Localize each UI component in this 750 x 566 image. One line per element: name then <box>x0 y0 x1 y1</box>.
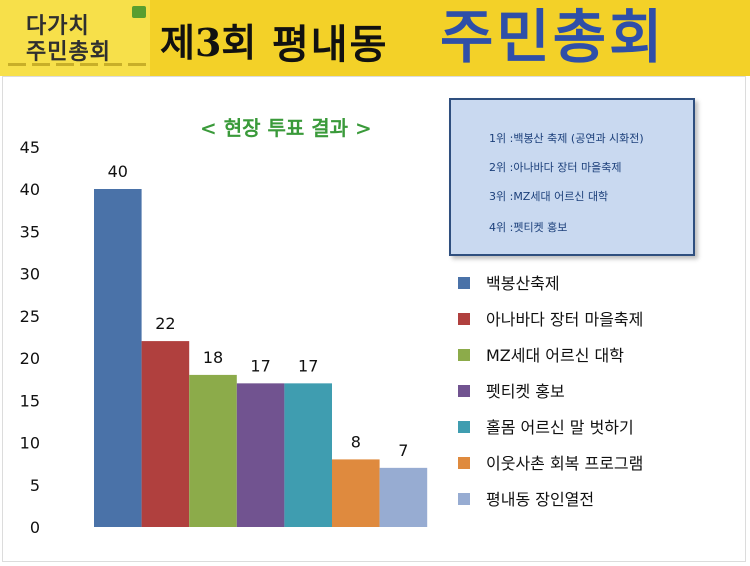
logo-decoration <box>8 63 146 66</box>
legend-swatch <box>458 385 470 397</box>
y-tick-label: 25 <box>20 307 40 326</box>
rank-item-3: 3위 :MZ세대 어르신 대학 <box>489 190 609 203</box>
rank-item-1: 1위 :백봉산 축제 (공연과 시화전) <box>489 132 644 145</box>
legend-swatch <box>458 313 470 325</box>
bar <box>141 341 190 527</box>
data-label: 17 <box>250 356 270 375</box>
legend-label: 평내동 장인열전 <box>486 490 594 509</box>
header-banner: 다가치 주민총회 제3회 평내동 주민총회 <box>0 0 750 76</box>
legend-label: 아나바다 장터 마을축제 <box>486 310 643 329</box>
legend-swatch <box>458 349 470 361</box>
y-tick-label: 35 <box>20 222 40 241</box>
data-label: 7 <box>398 441 408 460</box>
bar <box>332 459 380 527</box>
logo-mark-icon <box>132 6 146 18</box>
title-main: 주민총회 <box>440 3 666 71</box>
y-tick-label: 5 <box>30 476 40 495</box>
legend-label: 백봉산축제 <box>486 274 560 293</box>
y-tick-label: 10 <box>20 434 40 453</box>
logo-text-line2: 주민총회 <box>26 40 111 65</box>
data-label: 8 <box>351 432 361 451</box>
bar <box>94 189 142 527</box>
y-tick-label: 30 <box>20 265 40 284</box>
legend-swatch <box>458 457 470 469</box>
legend-swatch <box>458 421 470 433</box>
title-place: 평내동 <box>272 22 389 68</box>
data-label: 17 <box>298 356 318 375</box>
legend-swatch <box>458 277 470 289</box>
data-label: 40 <box>108 162 128 181</box>
logo-text-line1: 다가치 <box>26 14 90 39</box>
legend-label: 홀몸 어르신 말 벗하기 <box>486 418 634 437</box>
y-tick-label: 45 <box>20 138 40 157</box>
slide-border <box>2 76 746 562</box>
rank-item-2: 2위 :아나바다 장터 마을축제 <box>489 161 622 174</box>
y-tick-label: 0 <box>30 518 40 537</box>
legend-swatch <box>458 493 470 505</box>
bar <box>379 467 428 527</box>
data-label: 22 <box>155 314 175 333</box>
y-tick-label: 40 <box>20 180 40 199</box>
y-tick-label: 15 <box>20 391 40 410</box>
title-number: 제3회 <box>160 20 257 65</box>
bar <box>189 374 237 527</box>
logo: 다가치 주민총회 <box>0 0 150 76</box>
bar <box>236 383 285 527</box>
ranking-box: 1위 :백봉산 축제 (공연과 시화전) 2위 :아나바다 장터 마을축제 3위… <box>449 98 695 256</box>
data-label: 18 <box>203 348 223 367</box>
rank-item-4: 4위 :펫티켓 홍보 <box>489 221 568 234</box>
chart-title: < 현장 투표 결과 > <box>200 116 372 140</box>
y-tick-label: 20 <box>20 349 40 368</box>
legend-label: 펫티켓 홍보 <box>486 382 565 401</box>
legend-label: MZ세대 어르신 대학 <box>486 346 624 365</box>
bar <box>284 383 332 527</box>
legend-label: 이웃사촌 회복 프로그램 <box>486 454 643 473</box>
